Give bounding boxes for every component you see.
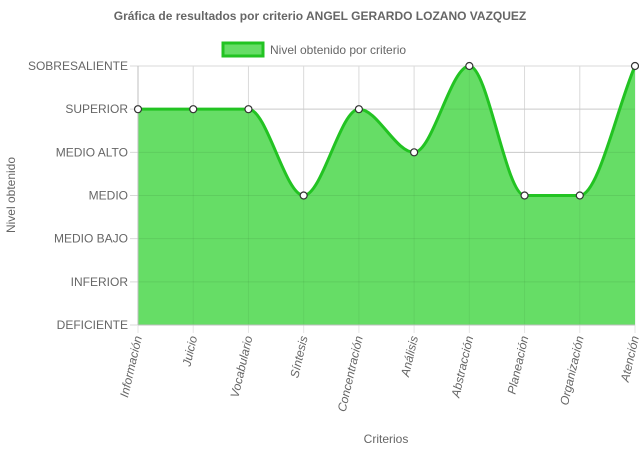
- y-axis-ticks: DEFICIENTE INFERIOR MEDIO BAJO MEDIO MEDIO A…: [28, 59, 128, 332]
- data-point: [520, 191, 529, 200]
- legend[interactable]: Nivel obtenido por criterio: [221, 41, 406, 58]
- y-tick-label: INFERIOR: [71, 275, 129, 289]
- data-points: [133, 61, 639, 200]
- data-point: [299, 191, 308, 200]
- x-tick-label: Concentración: [335, 334, 366, 413]
- y-tick-label: MEDIO: [89, 189, 128, 203]
- y-tick-label: SUPERIOR: [65, 102, 128, 116]
- y-tick-label: DEFICIENTE: [57, 318, 128, 332]
- x-tick-label: Juicio: [179, 334, 200, 368]
- x-tick-label: Organización: [557, 334, 587, 406]
- data-point: [244, 105, 253, 114]
- data-point: [133, 105, 143, 114]
- x-tick-label: Abstracción: [448, 334, 476, 400]
- data-point: [465, 61, 474, 71]
- x-tick-label: Información: [117, 334, 145, 399]
- y-tick-label: MEDIO ALTO: [56, 145, 128, 159]
- y-tick-label: MEDIO BAJO: [54, 232, 128, 246]
- x-tick-label: Atención: [618, 334, 639, 384]
- series-area: [138, 64, 637, 325]
- x-tick-label: Planeación: [504, 334, 531, 395]
- data-point: [189, 105, 198, 114]
- data-point: [354, 105, 363, 114]
- x-tick-label: Síntesis: [287, 335, 310, 380]
- legend-label: Nivel obtenido por criterio: [270, 43, 406, 57]
- data-point: [410, 148, 419, 157]
- data-point: [575, 191, 584, 200]
- x-axis-ticks: Información Juicio Vocabulario Síntesis Conc…: [117, 334, 639, 413]
- y-axis-label: Nivel obtenido: [4, 157, 18, 233]
- data-point: [630, 61, 639, 71]
- x-tick-label: Vocabulario: [228, 334, 256, 399]
- x-tick-label: Análisis: [398, 335, 421, 379]
- chart-title: Gráfica de resultados por criterio ANGEL…: [114, 9, 527, 23]
- legend-swatch: [221, 41, 265, 58]
- y-tick-label: SOBRESALIENTE: [28, 59, 128, 73]
- x-axis-label: Criterios: [364, 432, 409, 446]
- series-fill: [138, 66, 635, 325]
